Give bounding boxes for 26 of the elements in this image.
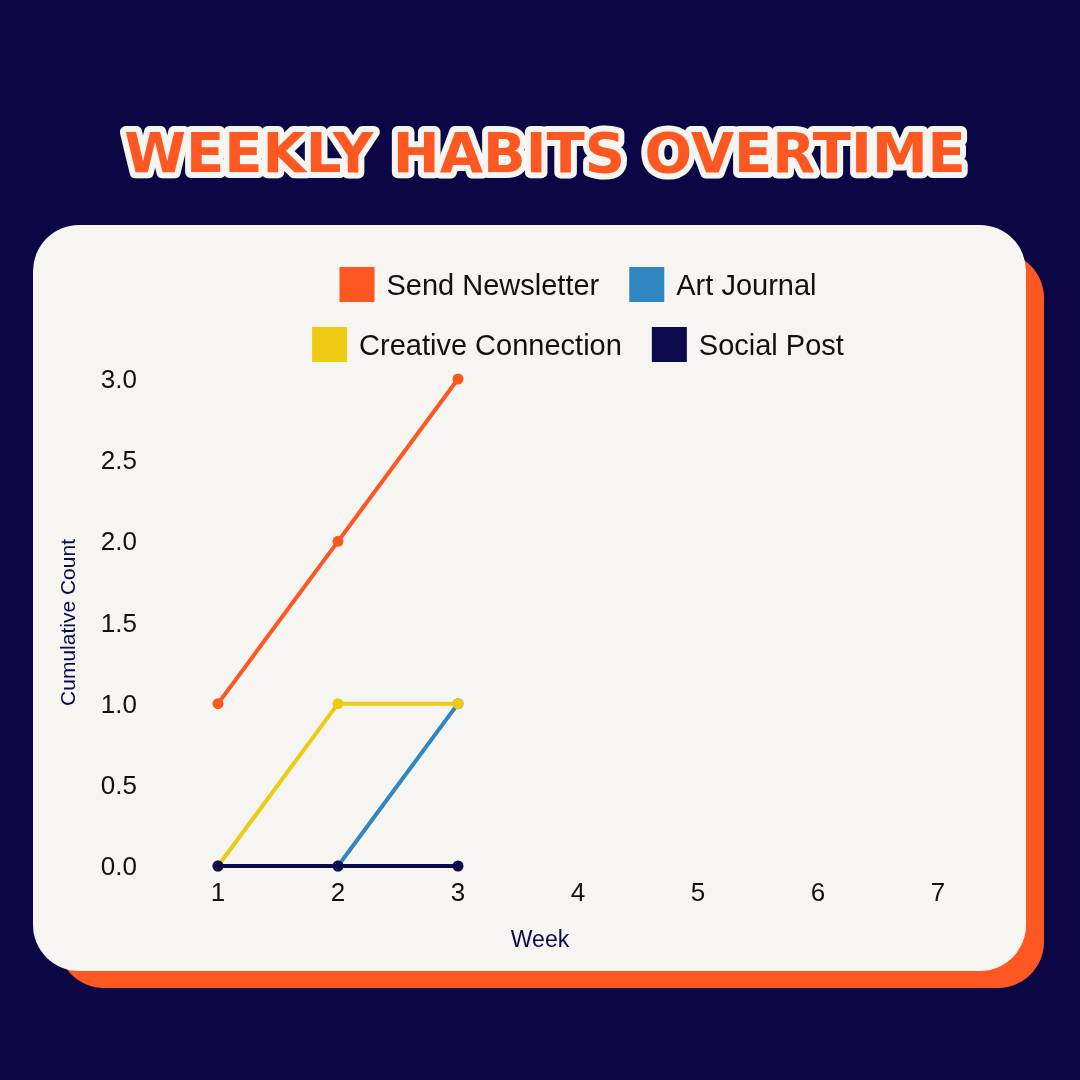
x-axis-title: Week <box>510 926 570 952</box>
x-tick-label: 2 <box>330 877 346 907</box>
x-tick-label: 5 <box>690 877 706 907</box>
point <box>332 698 344 710</box>
y-tick-label: 0.0 <box>100 851 137 881</box>
point <box>452 860 464 872</box>
point <box>332 535 344 547</box>
y-tick-label: 2.5 <box>100 445 137 476</box>
y-tick-label: 1.0 <box>100 688 137 719</box>
point <box>452 373 464 385</box>
point <box>212 698 224 710</box>
y-tick-label: 2.0 <box>100 526 137 557</box>
x-tick-label: 6 <box>810 877 826 907</box>
legend-label: Send Newsletter <box>386 268 600 301</box>
x-tick-label: 1 <box>210 877 226 907</box>
chart-title: WEEKLY HABITS OVERTIME <box>124 119 966 185</box>
y-tick-label: 1.5 <box>100 607 137 638</box>
legend-label: Creative Connection <box>359 328 622 361</box>
y-tick-label: 0.5 <box>100 769 137 800</box>
x-tick-label: 4 <box>570 877 586 907</box>
legend-label: Social Post <box>698 328 844 361</box>
y-axis-title: Cumulative Count <box>55 538 79 706</box>
x-tick-label: 7 <box>930 877 946 907</box>
legend-label: Art Journal <box>676 268 817 301</box>
y-tick-label: 3.0 <box>100 364 137 394</box>
x-tick-label: 3 <box>450 877 466 907</box>
